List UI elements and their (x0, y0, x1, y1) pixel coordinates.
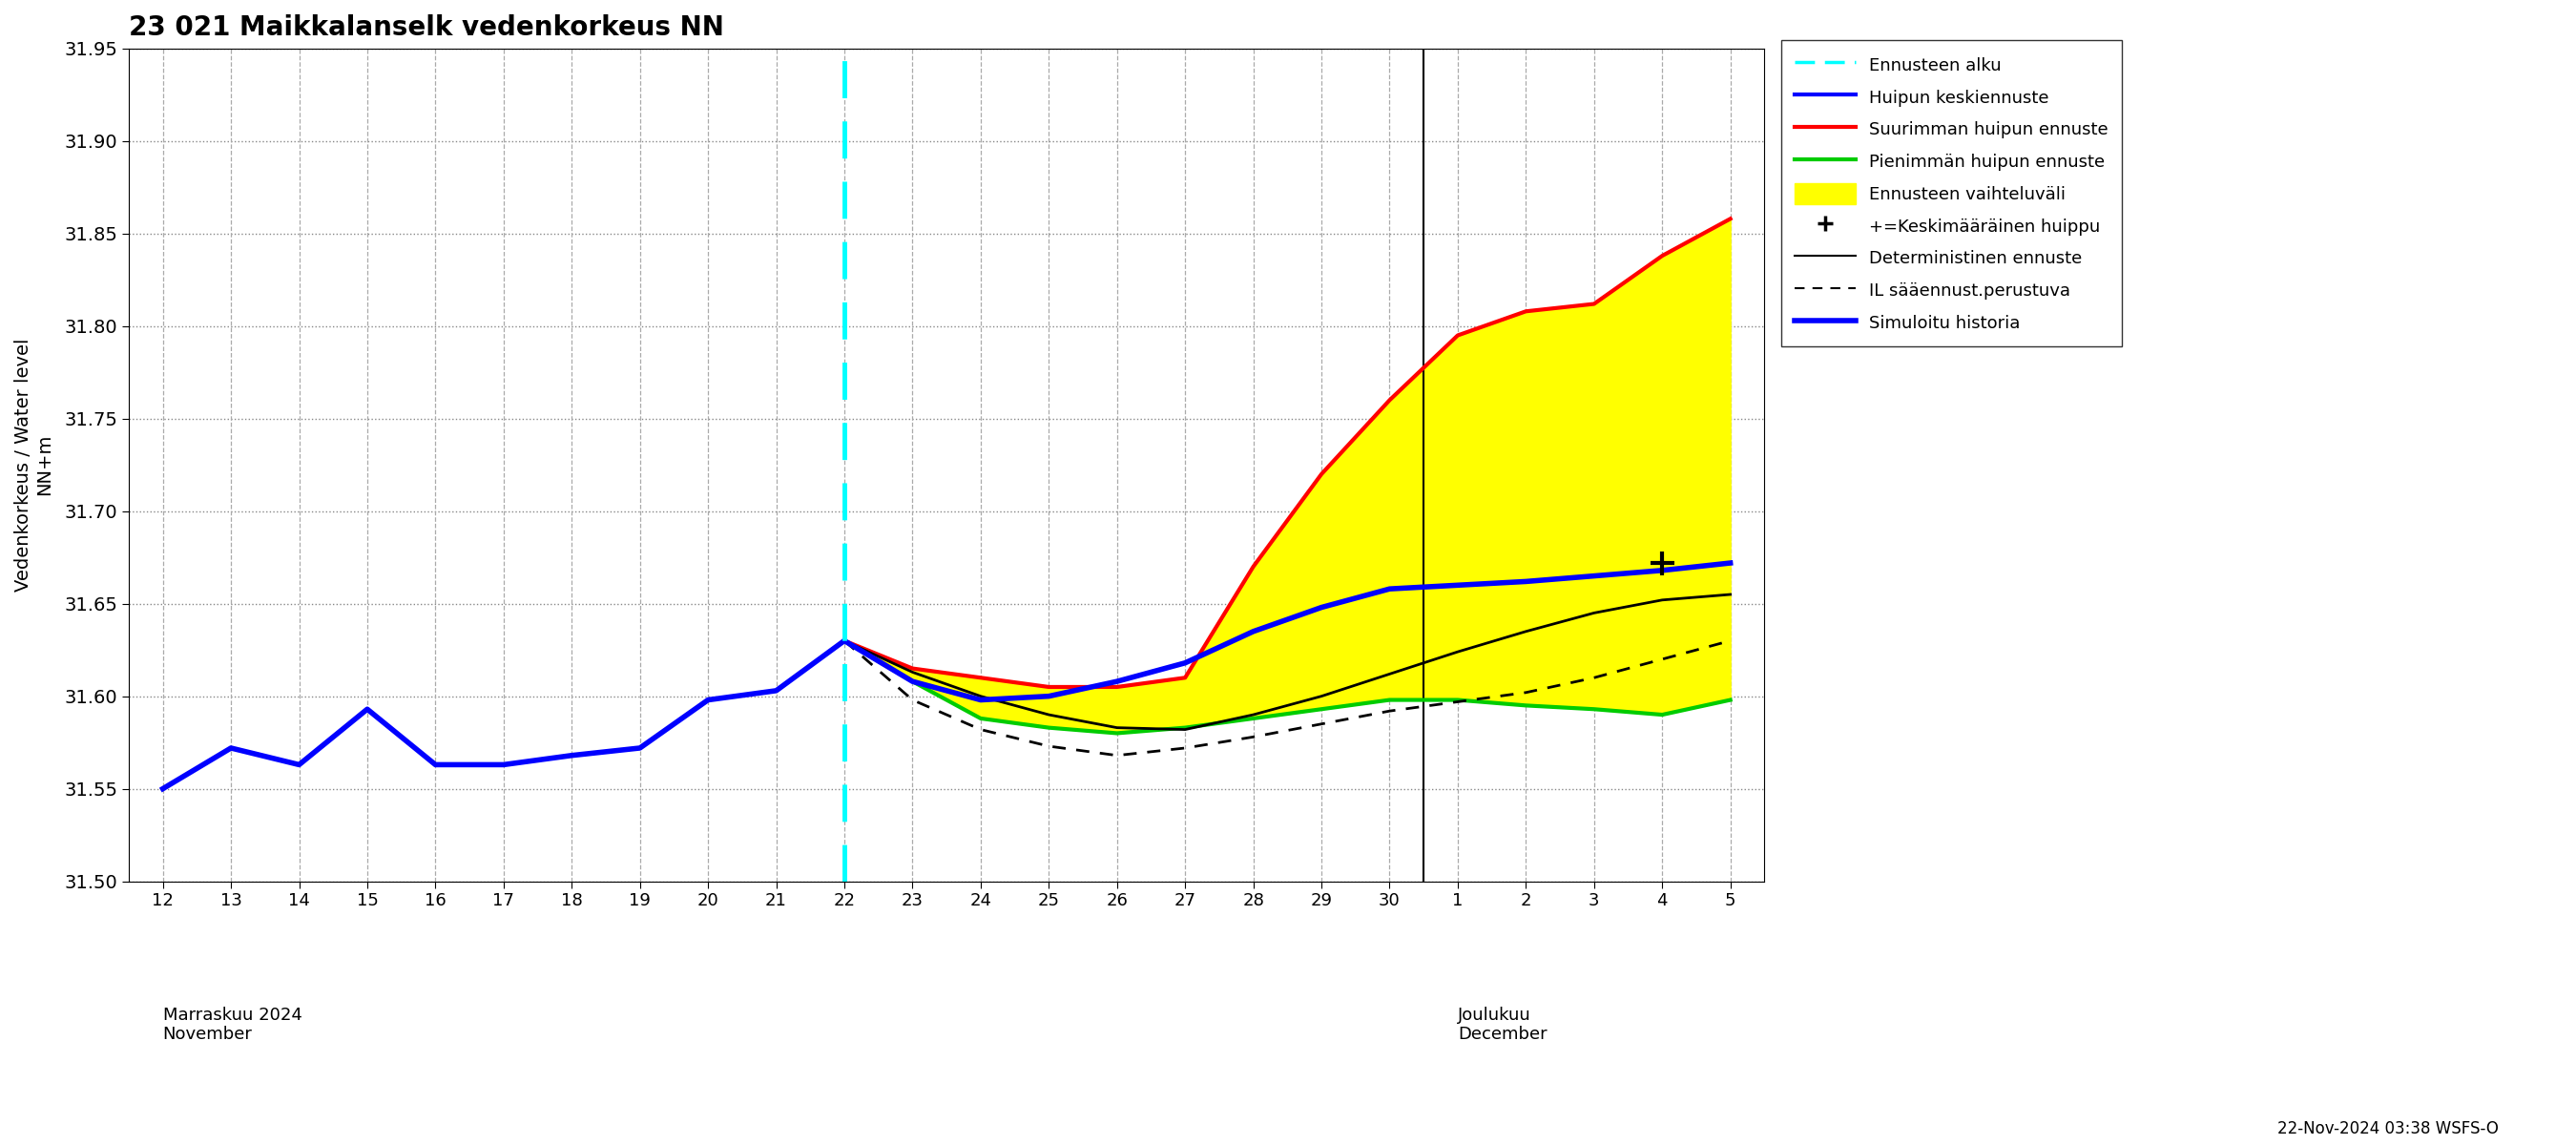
Legend: Ennusteen alku, Huipun keskiennuste, Suurimman huipun ennuste, Pienimmän huipun : Ennusteen alku, Huipun keskiennuste, Suu… (1780, 40, 2123, 347)
Y-axis label: Vedenkorkeus / Water level
NN+m: Vedenkorkeus / Water level NN+m (15, 338, 54, 592)
Text: 22-Nov-2024 03:38 WSFS-O: 22-Nov-2024 03:38 WSFS-O (2277, 1120, 2499, 1137)
Text: 23 021 Maikkalanselk vedenkorkeus NN: 23 021 Maikkalanselk vedenkorkeus NN (129, 14, 724, 41)
Text: Marraskuu 2024
November: Marraskuu 2024 November (162, 1006, 301, 1043)
Text: Joulukuu
December: Joulukuu December (1458, 1006, 1548, 1043)
